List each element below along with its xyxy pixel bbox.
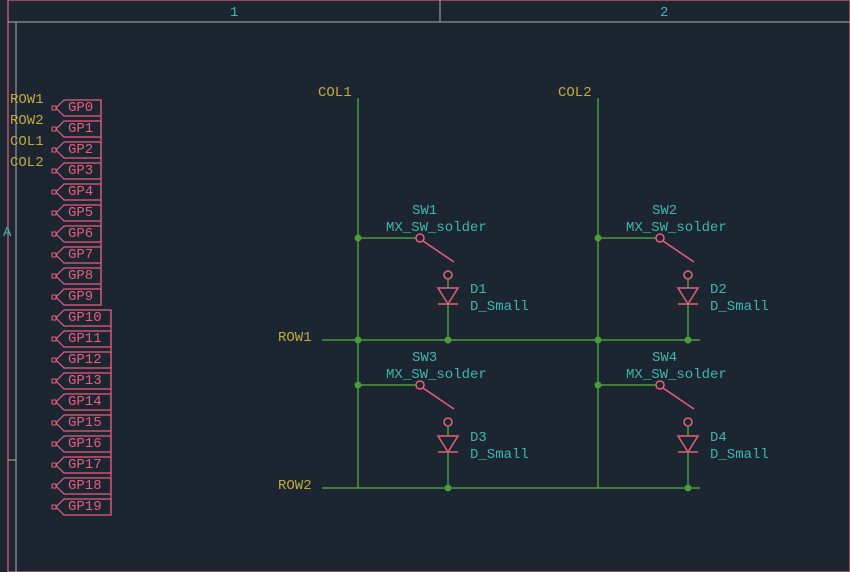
pin-gp18: GP18	[68, 478, 102, 494]
pin-gp0: GP0	[68, 100, 93, 116]
val-d2: D_Small	[710, 299, 769, 315]
pin-gp3: GP3	[68, 163, 93, 179]
pin-gp13: GP13	[68, 373, 102, 389]
pin-gp2: GP2	[68, 142, 93, 158]
ref-sw4: SW4	[652, 350, 677, 366]
pin-gp12: GP12	[68, 352, 102, 368]
ref-d2: D2	[710, 282, 727, 298]
pin-gp11: GP11	[68, 331, 102, 347]
ref-d3: D3	[470, 430, 487, 446]
pin-gp15: GP15	[68, 415, 102, 431]
ref-sw1: SW1	[412, 203, 437, 219]
pin-gp19: GP19	[68, 499, 102, 515]
pin-gp5: GP5	[68, 205, 93, 221]
pin-gp6: GP6	[68, 226, 93, 242]
val-sw4: MX_SW_solder	[626, 367, 727, 383]
pin-gp8: GP8	[68, 268, 93, 284]
net-col1: COL1	[318, 85, 352, 101]
pin-gp17: GP17	[68, 457, 102, 473]
tag-col1: COL1	[10, 134, 44, 150]
ref-d1: D1	[470, 282, 487, 298]
frame-col-1: 1	[230, 5, 238, 21]
pin-gp1: GP1	[68, 121, 93, 137]
pin-gp7: GP7	[68, 247, 93, 263]
ref-d4: D4	[710, 430, 727, 446]
net-row2: ROW2	[278, 478, 312, 494]
pin-gp14: GP14	[68, 394, 102, 410]
val-d1: D_Small	[470, 299, 529, 315]
val-d3: D_Small	[470, 447, 529, 463]
net-col2: COL2	[558, 85, 592, 101]
val-sw1: MX_SW_solder	[386, 220, 487, 236]
pin-gp4: GP4	[68, 184, 93, 200]
net-row1: ROW1	[278, 330, 312, 346]
pin-gp9: GP9	[68, 289, 93, 305]
ref-sw3: SW3	[412, 350, 437, 366]
val-sw2: MX_SW_solder	[626, 220, 727, 236]
pin-gp10: GP10	[68, 310, 102, 326]
val-sw3: MX_SW_solder	[386, 367, 487, 383]
ref-sw2: SW2	[652, 203, 677, 219]
tag-row1: ROW1	[10, 92, 44, 108]
val-d4: D_Small	[710, 447, 769, 463]
frame-col-2: 2	[660, 5, 668, 21]
tag-col2: COL2	[10, 155, 44, 171]
frame-row-a: A	[3, 225, 11, 241]
pin-gp16: GP16	[68, 436, 102, 452]
tag-row2: ROW2	[10, 113, 44, 129]
